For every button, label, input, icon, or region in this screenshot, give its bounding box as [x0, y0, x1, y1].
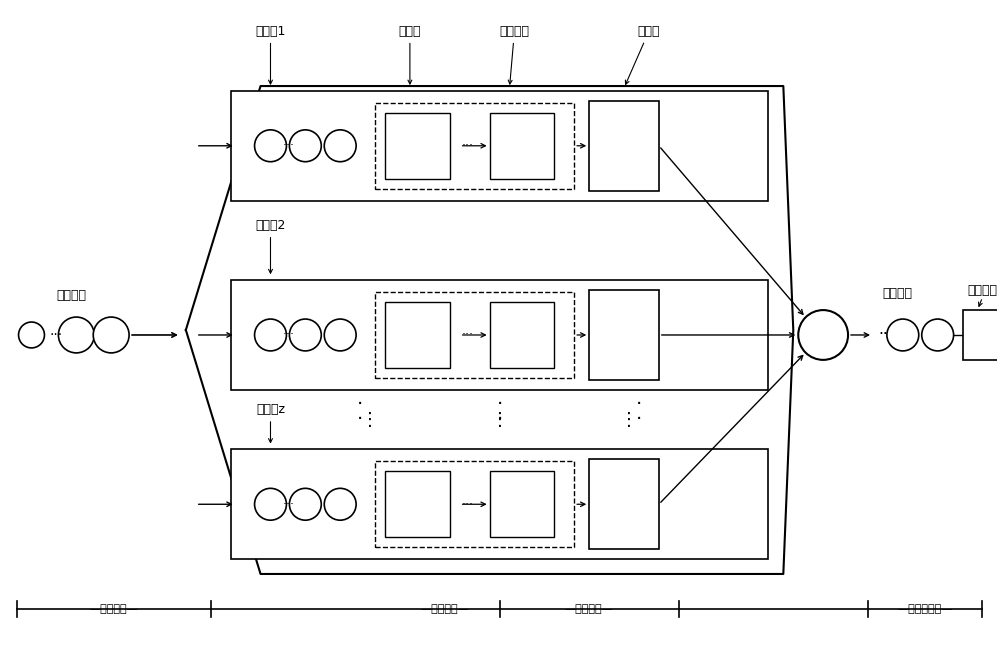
Text: ··: ·· [878, 327, 888, 343]
Bar [385, 302, 450, 368]
Circle shape [324, 319, 356, 351]
Bar [385, 471, 450, 537]
Text: 拣货区1: 拣货区1 [255, 25, 286, 84]
Text: ···: ··· [461, 498, 473, 511]
Circle shape [289, 319, 321, 351]
Circle shape [324, 130, 356, 162]
Bar [375, 461, 574, 547]
Text: ···: ··· [282, 139, 294, 152]
Text: 拣货区z: 拣货区z [256, 403, 285, 442]
Circle shape [289, 488, 321, 520]
Text: 缓冲区: 缓冲区 [625, 25, 660, 84]
Bar [589, 290, 659, 379]
Text: 包装系统: 包装系统 [967, 284, 997, 296]
Bar [231, 449, 768, 559]
Text: —缓存积放—: —缓存积放— [565, 604, 614, 614]
Circle shape [324, 488, 356, 520]
Text: 定点队列: 定点队列 [56, 288, 86, 302]
Circle shape [255, 130, 286, 162]
Text: ···: ··· [461, 139, 473, 152]
Bar [490, 471, 554, 537]
Text: ···: ··· [461, 329, 473, 341]
Text: 拣货通道: 拣货通道 [499, 25, 529, 84]
Circle shape [93, 317, 129, 353]
Circle shape [922, 319, 954, 351]
Text: ⋮: ⋮ [491, 411, 509, 428]
Text: 定点队列: 定点队列 [883, 286, 913, 300]
Text: 拣货区2: 拣货区2 [255, 219, 286, 273]
Text: ·: · [496, 395, 503, 414]
Bar [385, 113, 450, 179]
Text: ·: · [357, 410, 363, 429]
Circle shape [19, 322, 44, 348]
Text: ⋮: ⋮ [620, 411, 638, 428]
Text: —合流与输送—: —合流与输送— [898, 604, 953, 614]
Circle shape [798, 310, 848, 360]
Bar [375, 103, 574, 189]
Text: ·: · [357, 395, 363, 414]
Bar [490, 302, 554, 368]
Bar [231, 280, 768, 390]
Text: ···: ··· [282, 498, 294, 511]
Bar [589, 101, 659, 191]
Text: ⋮: ⋮ [361, 411, 379, 428]
Bar [490, 113, 554, 179]
Circle shape [289, 130, 321, 162]
Bar [375, 292, 574, 378]
Text: —货物拣货—: —货物拣货— [420, 604, 469, 614]
Bar [963, 310, 1000, 360]
Bar [231, 91, 768, 201]
Text: ·: · [636, 410, 642, 429]
Text: ···: ··· [282, 329, 294, 341]
Text: —订单拆分—: —订单拆分— [89, 604, 138, 614]
Text: 分拣机: 分拣机 [399, 25, 421, 84]
Circle shape [887, 319, 919, 351]
Bar [589, 459, 659, 549]
Text: ·: · [636, 395, 642, 414]
Circle shape [255, 319, 286, 351]
Circle shape [255, 488, 286, 520]
Text: ·: · [496, 410, 503, 429]
Circle shape [58, 317, 94, 353]
Text: ···: ··· [50, 328, 63, 342]
